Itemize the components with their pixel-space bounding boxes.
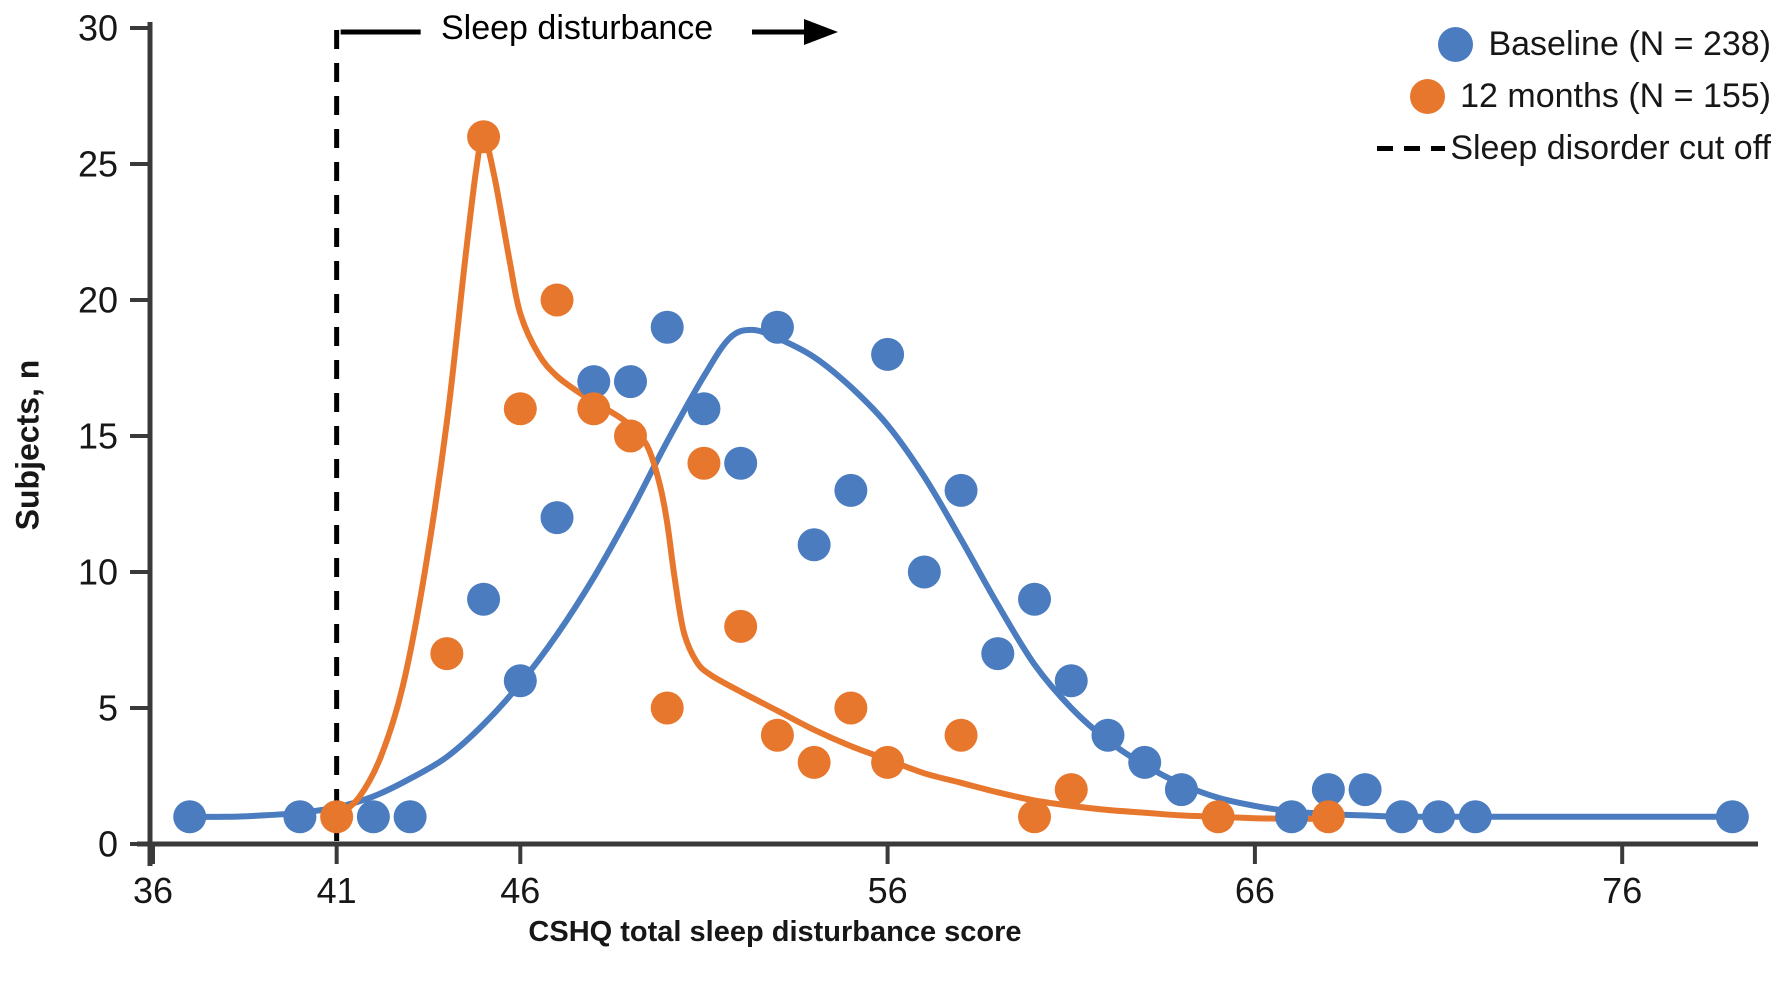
legend-label-cutoff: Sleep disorder cut off <box>1450 129 1771 167</box>
y-tick-label: 25 <box>78 144 118 185</box>
baseline-data-point <box>1164 773 1198 807</box>
baseline-data-point <box>650 310 684 344</box>
twelve-months-data-point <box>760 718 794 752</box>
baseline-data-point <box>540 501 574 535</box>
baseline-data-point <box>724 446 758 480</box>
baseline-data-point <box>944 473 978 507</box>
twelve-months-data-point <box>503 392 537 426</box>
x-tick-label: 46 <box>500 870 540 911</box>
y-tick-label: 10 <box>78 552 118 593</box>
baseline-data-point <box>613 365 647 399</box>
x-axis-title: CSHQ total sleep disturbance score <box>528 916 1022 948</box>
x-tick-label: 36 <box>133 870 173 911</box>
annotation-arrow-head-icon <box>804 19 838 45</box>
baseline-data-point <box>1715 800 1749 834</box>
baseline-data-point <box>687 392 721 426</box>
baseline-data-point <box>1018 582 1052 616</box>
baseline-data-point <box>871 337 905 371</box>
baseline-data-point <box>1091 718 1125 752</box>
twelve-months-data-point <box>1054 773 1088 807</box>
twelve-months-data-point <box>797 745 831 779</box>
baseline-data-point <box>907 555 941 589</box>
twelve-months-data-point <box>320 800 354 834</box>
x-tick-label: 41 <box>317 870 357 911</box>
twelve-months-data-point <box>467 120 501 154</box>
y-tick-label: 30 <box>78 8 118 49</box>
baseline-data-point <box>981 637 1015 671</box>
y-tick-label: 20 <box>78 280 118 321</box>
twelve-months-data-point <box>1311 800 1345 834</box>
y-tick-label: 15 <box>78 416 118 457</box>
baseline-data-point <box>1128 745 1162 779</box>
baseline-data-point <box>834 473 868 507</box>
twelve-months-data-point <box>871 745 905 779</box>
baseline-data-point <box>1348 773 1382 807</box>
baseline-data-point <box>393 800 427 834</box>
legend-label-baseline: Baseline (N = 238) <box>1488 25 1771 63</box>
legend-label-12-months: 12 months (N = 155) <box>1460 77 1771 115</box>
twelve-months-data-point <box>834 691 868 725</box>
legend-item-12-months: 12 months (N = 155) <box>1410 76 1771 117</box>
legend: Baseline (N = 238) 12 months (N = 155) S… <box>1377 24 1771 169</box>
sleep-disturbance-annotation: Sleep disturbance <box>441 9 714 47</box>
legend-item-cutoff: Sleep disorder cut off <box>1377 128 1771 169</box>
baseline-data-point <box>467 582 501 616</box>
twelve-months-data-point <box>577 392 611 426</box>
twelve-months-data-point <box>540 283 574 317</box>
x-tick-label: 66 <box>1235 870 1275 911</box>
baseline-fit-curve <box>186 326 1736 820</box>
baseline-data-point <box>503 664 537 698</box>
baseline-data-point <box>1385 800 1419 834</box>
baseline-dot-icon <box>1438 27 1474 62</box>
twelve-months-dot-icon <box>1410 79 1446 114</box>
baseline-data-point <box>1275 800 1309 834</box>
baseline-data-point <box>173 800 207 834</box>
baseline-data-point <box>577 365 611 399</box>
legend-item-baseline: Baseline (N = 238) <box>1438 24 1771 65</box>
baseline-data-point <box>356 800 390 834</box>
y-tick-label: 5 <box>98 688 118 729</box>
baseline-data-point <box>1458 800 1492 834</box>
twelve-months-data-point <box>944 718 978 752</box>
x-tick-label: 56 <box>868 870 908 911</box>
baseline-data-point <box>1422 800 1456 834</box>
twelve-months-fit-curve <box>333 133 1332 822</box>
twelve-months-data-point <box>650 691 684 725</box>
y-tick-label: 0 <box>98 824 118 865</box>
twelve-months-data-point <box>613 419 647 453</box>
baseline-data-point <box>283 800 317 834</box>
twelve-months-data-point <box>1018 800 1052 834</box>
twelve-months-data-point <box>430 637 464 671</box>
baseline-data-point <box>797 528 831 562</box>
twelve-months-data-point <box>1201 800 1235 834</box>
twelve-months-data-point <box>724 609 758 643</box>
dashed-line-icon <box>1377 146 1446 151</box>
baseline-data-point <box>1311 773 1345 807</box>
twelve-months-data-point <box>687 446 721 480</box>
y-axis-title: Subjects, n <box>9 359 46 531</box>
baseline-data-point <box>760 310 794 344</box>
x-tick-label: 76 <box>1602 870 1642 911</box>
baseline-data-point <box>1054 664 1088 698</box>
